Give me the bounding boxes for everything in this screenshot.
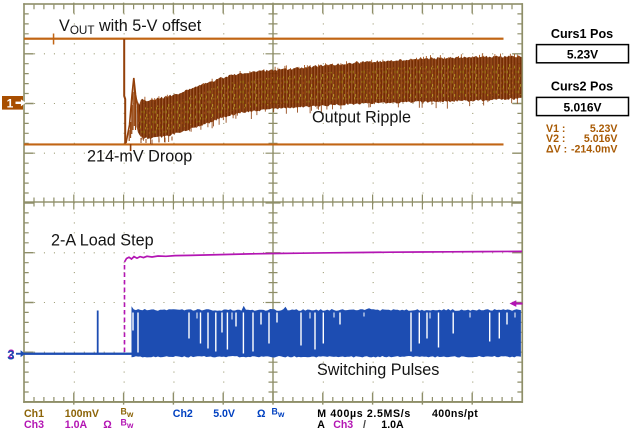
svg-text:M 400µs 2.5MS/s: M 400µs 2.5MS/s	[317, 408, 411, 420]
svg-text:Ch3: Ch3	[333, 419, 353, 431]
svg-text:Output Ripple: Output Ripple	[312, 109, 411, 127]
svg-text:V2 :: V2 :	[546, 133, 565, 145]
svg-text:Curs1 Pos: Curs1 Pos	[551, 27, 613, 41]
svg-text:V1 :: V1 :	[546, 123, 565, 135]
svg-text:3: 3	[7, 347, 14, 362]
svg-text:400ns/pt: 400ns/pt	[432, 408, 478, 420]
svg-text:1.0A: 1.0A	[65, 419, 88, 431]
svg-text:Ch1: Ch1	[24, 408, 44, 420]
svg-text:214-mV Droop: 214-mV Droop	[87, 148, 192, 166]
svg-text:VOUT with 5-V offset: VOUT with 5-V offset	[59, 17, 202, 37]
svg-text:1: 1	[7, 96, 14, 110]
svg-text:5.0V: 5.0V	[213, 408, 235, 420]
svg-text:Switching Pulses: Switching Pulses	[317, 361, 439, 379]
svg-text:B: B	[121, 418, 127, 428]
svg-text:Ch2: Ch2	[173, 408, 193, 420]
svg-text:5.23V: 5.23V	[590, 123, 618, 135]
svg-text:w: w	[277, 410, 285, 419]
svg-text:B: B	[272, 407, 278, 417]
svg-text:ΔV :: ΔV :	[546, 143, 567, 155]
svg-text:Ch3: Ch3	[24, 419, 44, 431]
svg-text:B: B	[121, 407, 127, 417]
svg-text:Curs2 Pos: Curs2 Pos	[551, 80, 613, 94]
svg-text:2-A Load Step: 2-A Load Step	[51, 232, 154, 250]
svg-text:Ω: Ω	[257, 408, 266, 420]
svg-text:Ω: Ω	[103, 419, 112, 431]
svg-text:A: A	[317, 419, 325, 431]
svg-text:1.0A: 1.0A	[381, 419, 404, 431]
svg-text:2: 2	[8, 348, 15, 362]
svg-text:100mV: 100mV	[65, 408, 99, 420]
svg-text:5.016V: 5.016V	[563, 100, 601, 114]
svg-text:5.23V: 5.23V	[567, 48, 598, 62]
svg-text:w: w	[126, 410, 134, 419]
svg-text:5.016V: 5.016V	[584, 133, 618, 145]
svg-text:w: w	[126, 421, 134, 430]
svg-text:/: /	[363, 419, 366, 431]
svg-text:-214.0mV: -214.0mV	[571, 143, 618, 155]
